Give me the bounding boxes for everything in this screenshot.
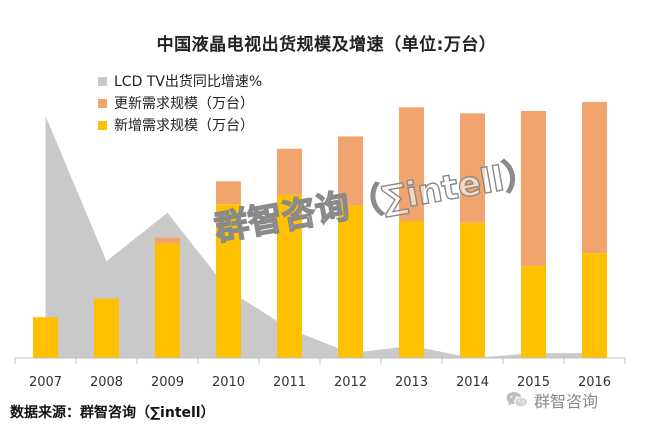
new-demand-bar-2014 bbox=[460, 222, 485, 358]
replacement-demand-bar-2012 bbox=[338, 136, 363, 206]
brand-name: 群智咨询 bbox=[534, 392, 599, 411]
x-axis: 2007 2008 2009 2010 2011 2012 2013 2014 2015 2016 bbox=[14, 357, 626, 390]
new-demand-bar-2010 bbox=[216, 204, 241, 358]
brand-signature: 群智咨询 bbox=[506, 388, 598, 412]
new-demand-bar-2009 bbox=[155, 243, 180, 358]
legend-label-0: LCD TV出货同比增速% bbox=[114, 73, 262, 90]
x-tick-label-2007: 2007 bbox=[29, 375, 62, 390]
x-tick-label-2009: 2009 bbox=[151, 375, 184, 390]
growth-area-layer bbox=[45, 116, 595, 358]
replacement-demand-bar-2016 bbox=[582, 101, 607, 254]
growth-area bbox=[45, 116, 595, 358]
wechat-icon bbox=[506, 391, 528, 409]
legend-swatch-2 bbox=[98, 121, 107, 130]
x-tick-label-2011: 2011 bbox=[273, 375, 306, 390]
legend-label-2: 新增需求规模（万台） bbox=[114, 118, 254, 134]
new-demand-bar-2015 bbox=[521, 265, 546, 358]
x-tick-label-2016: 2016 bbox=[578, 375, 611, 390]
new-demand-bar-2007 bbox=[33, 317, 58, 358]
watermark: 群智咨询（∑intell） bbox=[211, 152, 541, 250]
replacement-demand-bar-2010 bbox=[216, 181, 241, 205]
new-demand-bar-2011 bbox=[277, 194, 302, 358]
bar-layer bbox=[33, 101, 607, 358]
legend: LCD TV出货同比增速% 更新需求规模（万台） 新增需求规模（万台） bbox=[98, 73, 262, 134]
replacement-demand-bar-2014 bbox=[460, 113, 485, 223]
x-tick-label-2010: 2010 bbox=[212, 375, 245, 390]
data-source-note: 数据来源：群智咨询（∑intell） bbox=[10, 405, 215, 421]
replacement-demand-bar-2013 bbox=[399, 107, 424, 221]
x-tick-label-2012: 2012 bbox=[334, 375, 367, 390]
chart-title: 中国液晶电视出货规模及增速（单位:万台） bbox=[156, 35, 497, 55]
legend-label-1: 更新需求规模（万台） bbox=[114, 96, 254, 112]
replacement-demand-bar-2011 bbox=[277, 148, 302, 195]
replacement-demand-bar-2015 bbox=[521, 110, 546, 266]
new-demand-bar-2013 bbox=[399, 220, 424, 358]
x-tick-label-2013: 2013 bbox=[395, 375, 428, 390]
new-demand-bar-2008 bbox=[94, 298, 119, 358]
new-demand-bar-2012 bbox=[338, 205, 363, 358]
x-tick-label-2008: 2008 bbox=[90, 375, 123, 390]
legend-swatch-0 bbox=[98, 77, 107, 86]
replacement-demand-bar-2009 bbox=[155, 237, 180, 244]
new-demand-bar-2016 bbox=[582, 253, 607, 358]
x-tick-label-2015: 2015 bbox=[517, 375, 550, 390]
watermark-text: 群智咨询（∑intell） bbox=[212, 153, 541, 249]
x-tick-label-2014: 2014 bbox=[456, 375, 489, 390]
legend-swatch-1 bbox=[98, 99, 107, 108]
